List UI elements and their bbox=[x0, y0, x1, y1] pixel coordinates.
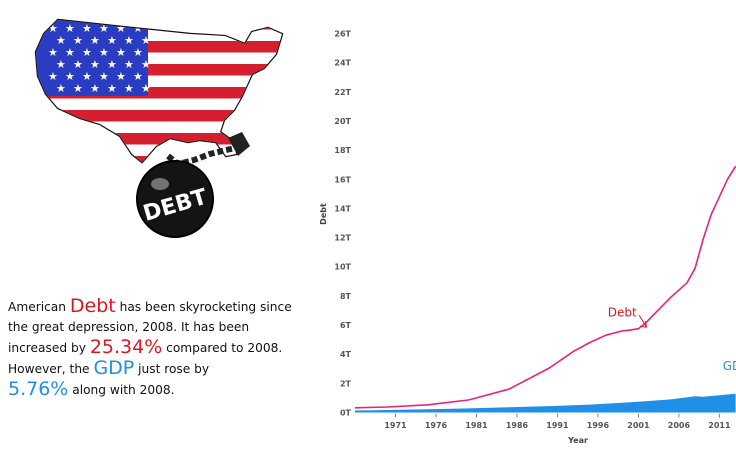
debt-increase-percent: 25.34% bbox=[89, 336, 163, 358]
svg-text:★: ★ bbox=[116, 22, 126, 35]
svg-text:★: ★ bbox=[73, 82, 83, 95]
story-part-1: American bbox=[8, 300, 70, 314]
summary-text: American Debt has been skyrocketing sinc… bbox=[8, 296, 308, 400]
x-tick-label: 2001 bbox=[627, 421, 650, 430]
story-part-2: has been skyrocketing since the great de… bbox=[8, 300, 292, 355]
svg-text:★: ★ bbox=[48, 70, 58, 83]
x-tick-label: 1981 bbox=[465, 421, 488, 430]
svg-text:★: ★ bbox=[48, 46, 58, 59]
y-tick-label: 0T bbox=[340, 409, 352, 418]
y-tick-label: 2T bbox=[340, 379, 352, 388]
y-tick-label: 12T bbox=[334, 234, 351, 243]
story-part-5: along with 2008. bbox=[68, 383, 175, 397]
y-tick-label: 20T bbox=[334, 117, 351, 126]
x-tick-label: 1976 bbox=[425, 421, 448, 430]
svg-text:★: ★ bbox=[141, 34, 151, 47]
svg-text:★: ★ bbox=[48, 22, 58, 35]
gdp-word: GDP bbox=[93, 357, 135, 379]
y-tick-label: 6T bbox=[340, 321, 352, 330]
x-tick-label: 1986 bbox=[506, 421, 529, 430]
debt-annotation-arrowhead bbox=[640, 321, 648, 328]
story-part-3: compared to 2008. However, the bbox=[8, 341, 283, 376]
svg-text:★: ★ bbox=[65, 22, 75, 35]
svg-text:★: ★ bbox=[56, 34, 66, 47]
svg-text:★: ★ bbox=[99, 22, 109, 35]
ball-and-chain-icon: DEBT bbox=[136, 132, 250, 238]
svg-text:★: ★ bbox=[116, 70, 126, 83]
gdp-annotation: GDP bbox=[723, 359, 736, 373]
svg-text:★: ★ bbox=[73, 58, 83, 71]
svg-text:★: ★ bbox=[133, 70, 143, 83]
svg-text:★: ★ bbox=[82, 46, 92, 59]
svg-text:★: ★ bbox=[124, 34, 134, 47]
svg-text:★: ★ bbox=[65, 46, 75, 59]
svg-text:★: ★ bbox=[90, 82, 100, 95]
svg-text:★: ★ bbox=[124, 58, 134, 71]
svg-text:★: ★ bbox=[107, 58, 117, 71]
svg-text:★: ★ bbox=[141, 82, 151, 95]
svg-text:★: ★ bbox=[56, 58, 66, 71]
y-tick-label: 22T bbox=[334, 88, 351, 97]
svg-text:★: ★ bbox=[99, 46, 109, 59]
svg-text:★: ★ bbox=[107, 34, 117, 47]
x-tick-label: 2006 bbox=[668, 421, 691, 430]
usa-flag-map-icon: ★★★★★★★★★★★★★★★★★★★★★★★★★★★★★★★★★★★★ bbox=[34, 18, 284, 164]
svg-text:★: ★ bbox=[107, 82, 117, 95]
debt-illustration: ★★★★★★★★★★★★★★★★★★★★★★★★★★★★★★★★★★★★ DEB… bbox=[34, 18, 284, 238]
svg-text:★: ★ bbox=[65, 70, 75, 83]
y-tick-label: 24T bbox=[334, 59, 351, 68]
debt-annotation: Debt bbox=[608, 305, 637, 319]
svg-text:★: ★ bbox=[90, 34, 100, 47]
svg-text:★: ★ bbox=[99, 70, 109, 83]
debt-gdp-chart: 0T 2T 4T 6T 8T 10T 12T 14T 16T 18T 20T 22T 24T 26T 19… bbox=[319, 30, 736, 445]
y-tick-label: 4T bbox=[340, 350, 352, 359]
svg-text:★: ★ bbox=[82, 22, 92, 35]
x-axis: 1971 1976 1981 1986 1991 1996 2001 2006 2011 bbox=[384, 413, 731, 430]
y-axis: 0T 2T 4T 6T 8T 10T 12T 14T 16T 18T 20T 22T 24T 26T bbox=[334, 30, 351, 418]
debt-annotation-arrow bbox=[638, 315, 647, 328]
svg-text:★: ★ bbox=[82, 70, 92, 83]
svg-text:★: ★ bbox=[116, 46, 126, 59]
svg-text:★: ★ bbox=[124, 82, 134, 95]
x-tick-label: 1991 bbox=[546, 421, 569, 430]
y-tick-label: 10T bbox=[334, 263, 351, 272]
svg-text:★: ★ bbox=[73, 34, 83, 47]
svg-text:★: ★ bbox=[90, 58, 100, 71]
x-tick-label: 1996 bbox=[587, 421, 610, 430]
y-axis-label: Debt bbox=[319, 203, 328, 225]
svg-text:★: ★ bbox=[133, 46, 143, 59]
svg-text:★: ★ bbox=[141, 58, 151, 71]
y-tick-label: 16T bbox=[334, 175, 351, 184]
y-tick-label: 14T bbox=[334, 204, 351, 213]
y-tick-label: 26T bbox=[334, 30, 351, 39]
y-tick-label: 8T bbox=[340, 292, 352, 301]
x-axis-label: Year bbox=[567, 436, 588, 445]
debt-word: Debt bbox=[69, 295, 116, 317]
svg-text:★: ★ bbox=[56, 82, 66, 95]
story-part-4: just rose by bbox=[134, 362, 210, 376]
y-tick-label: 18T bbox=[334, 146, 351, 155]
gdp-area bbox=[355, 393, 736, 413]
gdp-increase-percent: 5.76% bbox=[8, 378, 69, 400]
debt-line bbox=[354, 165, 736, 409]
x-tick-label: 2011 bbox=[708, 421, 731, 430]
x-tick-label: 1971 bbox=[384, 421, 407, 430]
